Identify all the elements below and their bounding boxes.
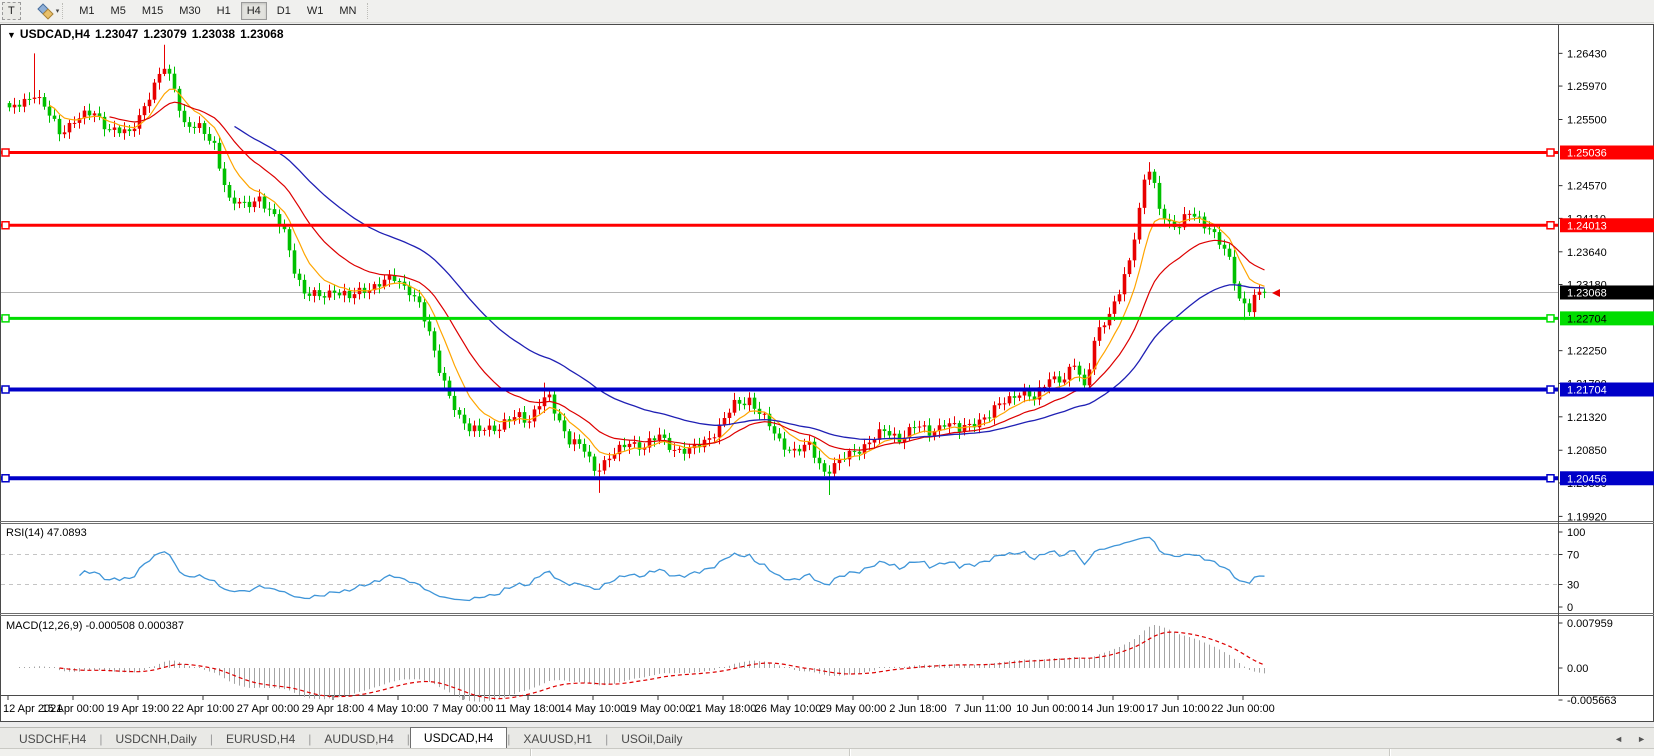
svg-text:21 May 18:00: 21 May 18:00 — [690, 703, 757, 715]
svg-text:22 Jun 00:00: 22 Jun 00:00 — [1211, 703, 1275, 715]
price-tag-1.22704: 1.22704 — [1560, 311, 1654, 325]
svg-text:19 Apr 19:00: 19 Apr 19:00 — [107, 703, 169, 715]
ohlc-dropdown-icon[interactable]: ▼ — [7, 30, 16, 40]
tab-usdcnh-daily[interactable]: USDCNH,Daily — [102, 729, 209, 749]
tab-scroll-right-icon[interactable]: ► — [1637, 734, 1646, 744]
period-button-h4[interactable]: H4 — [241, 2, 267, 20]
tab-audusd-h4[interactable]: AUDUSD,H4 — [311, 729, 406, 749]
svg-text:1.24570: 1.24570 — [1567, 181, 1607, 193]
price-tag-1.20456: 1.20456 — [1560, 471, 1654, 485]
period-button-m1[interactable]: M1 — [73, 2, 100, 20]
svg-text:1.22250: 1.22250 — [1567, 346, 1607, 358]
svg-text:29 May 00:00: 29 May 00:00 — [820, 703, 887, 715]
low-value: 1.23038 — [192, 27, 235, 41]
svg-text:1.26430: 1.26430 — [1567, 48, 1607, 60]
tab-scroll-controls: ◄ ► — [1614, 728, 1646, 749]
svg-text:19 May 00:00: 19 May 00:00 — [625, 703, 692, 715]
toolbar-separator — [367, 3, 373, 19]
price-tag-1.25036: 1.25036 — [1560, 145, 1654, 159]
svg-text:-0.005663: -0.005663 — [1567, 695, 1617, 707]
svg-text:17 Jun 10:00: 17 Jun 10:00 — [1146, 703, 1210, 715]
svg-text:1.21704: 1.21704 — [1567, 384, 1607, 396]
text-tool-button[interactable]: T — [2, 2, 21, 20]
svg-text:7 Jun 11:00: 7 Jun 11:00 — [955, 703, 1012, 715]
chart-title[interactable]: ▼ USDCAD,H4 1.23047 1.23079 1.23038 1.23068 — [7, 27, 289, 41]
period-button-d1[interactable]: D1 — [271, 2, 297, 20]
svg-text:1.20850: 1.20850 — [1567, 445, 1607, 457]
svg-text:0: 0 — [1567, 602, 1573, 614]
rsi-label: RSI(14) 47.0893 — [6, 527, 87, 539]
svg-text:22 Apr 10:00: 22 Apr 10:00 — [172, 703, 234, 715]
price-tag-1.24013: 1.24013 — [1560, 218, 1654, 232]
svg-text:1.24013: 1.24013 — [1567, 220, 1607, 232]
price-tag-1.21704: 1.21704 — [1560, 382, 1654, 396]
svg-text:1.25036: 1.25036 — [1567, 147, 1607, 159]
chevron-down-icon[interactable]: ▾ — [56, 7, 60, 15]
svg-text:1.25970: 1.25970 — [1567, 81, 1607, 93]
open-value: 1.23047 — [95, 27, 138, 41]
tab-usoil-daily[interactable]: USOil,Daily — [608, 729, 695, 749]
tab-eurusd-h4[interactable]: EURUSD,H4 — [213, 729, 308, 749]
svg-text:27 Apr 00:00: 27 Apr 00:00 — [237, 703, 299, 715]
svg-text:1.21320: 1.21320 — [1567, 412, 1607, 424]
svg-text:7 May 00:00: 7 May 00:00 — [433, 703, 494, 715]
chart-tab-bar: USDCHF,H4|USDCNH,Daily|EURUSD,H4|AUDUSD,… — [0, 727, 1654, 749]
period-button-m5[interactable]: M5 — [105, 2, 132, 20]
svg-text:11 May 18:00: 11 May 18:00 — [495, 703, 561, 715]
svg-text:100: 100 — [1567, 527, 1585, 539]
chart-objects-icon — [37, 4, 53, 18]
svg-text:1.22704: 1.22704 — [1567, 313, 1607, 325]
svg-text:1.23068: 1.23068 — [1567, 287, 1607, 299]
period-button-mn[interactable]: MN — [333, 2, 362, 20]
svg-text:30: 30 — [1567, 580, 1579, 592]
price-tag-1.23068: 1.23068 — [1560, 285, 1654, 299]
close-value: 1.23068 — [240, 27, 283, 41]
svg-text:1.20456: 1.20456 — [1567, 473, 1607, 485]
svg-text:26 May 10:00: 26 May 10:00 — [755, 703, 822, 715]
tab-scroll-left-icon[interactable]: ◄ — [1614, 734, 1623, 744]
period-button-w1[interactable]: W1 — [301, 2, 330, 20]
high-value: 1.23079 — [143, 27, 186, 41]
period-button-m15[interactable]: M15 — [136, 2, 169, 20]
svg-text:14 May 10:00: 14 May 10:00 — [560, 703, 627, 715]
chart-objects-button[interactable]: ▾ — [37, 4, 60, 18]
svg-text:14 Jun 19:00: 14 Jun 19:00 — [1081, 703, 1145, 715]
svg-text:70: 70 — [1567, 550, 1579, 562]
tab-usdchf-h4[interactable]: USDCHF,H4 — [6, 729, 99, 749]
svg-text:4 May 10:00: 4 May 10:00 — [368, 703, 429, 715]
svg-text:1.23640: 1.23640 — [1567, 247, 1607, 259]
tab-usdcad-h4[interactable]: USDCAD,H4 — [410, 727, 507, 749]
svg-text:10 Jun 00:00: 10 Jun 00:00 — [1016, 703, 1080, 715]
macd-label: MACD(12,26,9) -0.000508 0.000387 — [6, 620, 184, 632]
svg-text:0.007959: 0.007959 — [1567, 618, 1613, 630]
period-button-m30[interactable]: M30 — [173, 2, 206, 20]
svg-text:1.19920: 1.19920 — [1567, 511, 1607, 523]
svg-text:2 Jun 18:00: 2 Jun 18:00 — [889, 703, 947, 715]
tab-xauusd-h1[interactable]: XAUUSD,H1 — [510, 729, 605, 749]
toolbar-separator — [62, 3, 68, 19]
svg-text:15 Apr 00:00: 15 Apr 00:00 — [42, 703, 104, 715]
svg-text:1.25500: 1.25500 — [1567, 114, 1607, 126]
svg-text:29 Apr 18:00: 29 Apr 18:00 — [302, 703, 364, 715]
chart-tabs: USDCHF,H4|USDCNH,Daily|EURUSD,H4|AUDUSD,… — [0, 728, 696, 749]
period-button-h1[interactable]: H1 — [211, 2, 237, 20]
symbol-period-label: USDCAD,H4 — [20, 27, 90, 41]
svg-text:0.00: 0.00 — [1567, 663, 1588, 675]
